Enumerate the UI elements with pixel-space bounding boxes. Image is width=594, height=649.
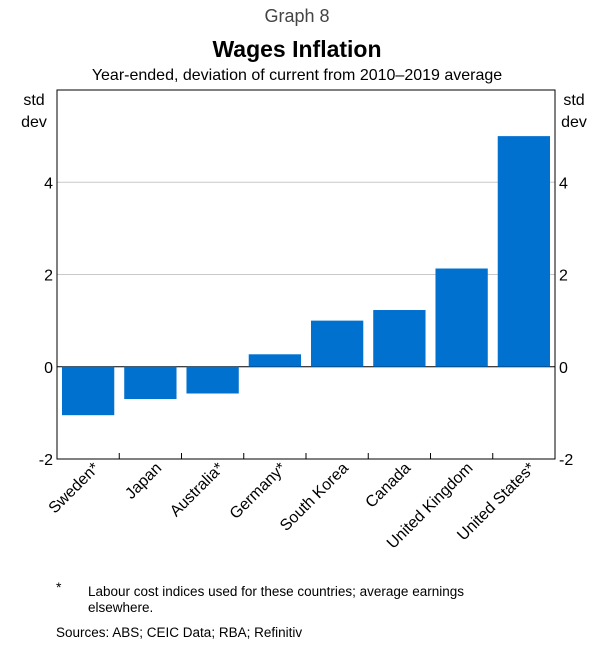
ticks: -2 -2 0 0 2 2 4 4 Sweden* Japan Australia* Germany*… (39, 175, 574, 552)
x-tick-label: Japan (122, 460, 165, 503)
y-tick-label-left: 4 (44, 175, 53, 192)
bar (435, 268, 488, 367)
y-axis-unit-right-dev: dev (561, 114, 587, 131)
y-tick-label-right: 0 (559, 360, 568, 377)
y-axis-unit-right-std: std (563, 92, 584, 109)
y-tick-label-left: -2 (39, 452, 53, 469)
bar (373, 310, 426, 367)
bar (61, 366, 115, 416)
y-axis-unit-left-std: std (23, 92, 44, 109)
graph-number: Graph 8 (264, 6, 330, 26)
sources-note: Sources: ABS; CEIC Data; RBA; Refinitiv (56, 625, 303, 640)
bar (124, 366, 177, 400)
x-tick-label: Canada (363, 460, 415, 512)
y-axis-unit-left-dev: dev (21, 114, 47, 131)
footnote-marker: * (56, 579, 62, 595)
x-tick-label: Australia* (167, 460, 227, 520)
y-tick-label-left: 0 (44, 360, 53, 377)
y-tick-label-left: 2 (44, 268, 53, 285)
bar (310, 320, 364, 367)
y-tick-label-right: 2 (559, 268, 568, 285)
chart-title: Wages Inflation (212, 36, 382, 62)
x-tick-label: Germany* (227, 460, 290, 523)
bar (186, 366, 239, 394)
y-tick-label-right: 4 (559, 175, 568, 192)
y-tick-label-right: -2 (559, 452, 573, 469)
bar (248, 354, 302, 367)
footnote-text: Labour cost indices used for these count… (88, 584, 464, 615)
x-tick-label: Sweden* (46, 460, 103, 517)
bars (61, 136, 551, 416)
bar-chart: -2 -2 0 0 2 2 4 4 Sweden* Japan Australia* Germany*… (21, 89, 587, 552)
bar (497, 136, 551, 367)
chart-subtitle: Year-ended, deviation of current from 20… (91, 67, 503, 84)
